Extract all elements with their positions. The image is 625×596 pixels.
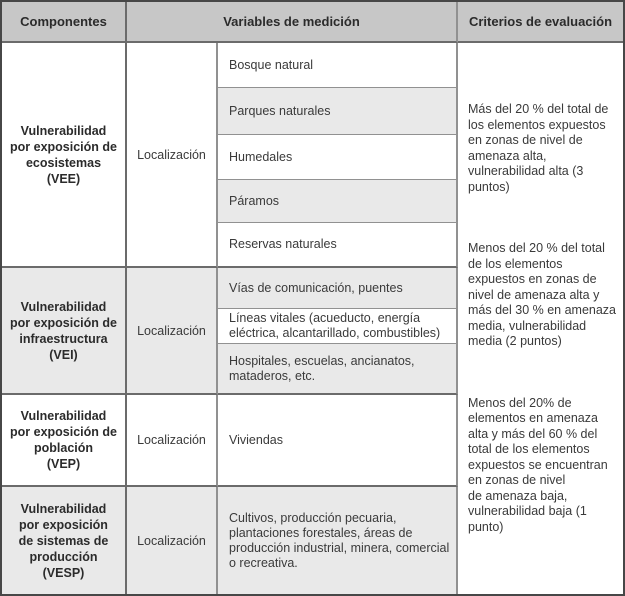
header-cell-variables-de-medicion: Variables de medición: [127, 2, 458, 43]
variable-item-bosque-natural: Bosque natural: [218, 43, 458, 88]
variable-item-lineas-vitales: Líneas vitales (acueducto, energía eléct…: [218, 309, 458, 344]
variable-item-viviendas: Viviendas: [218, 395, 458, 487]
component-cell-vesp: Vulnerabilidad por exposición de sistema…: [2, 487, 127, 594]
localizacion-cell-vee: Localización: [127, 43, 218, 268]
variable-item-paramos: Páramos: [218, 180, 458, 223]
component-cell-vee: Vulnerabilidad por exposición de ecosist…: [2, 43, 127, 268]
header-cell-criterios-de-evaluacion: Criterios de evaluación: [458, 2, 623, 43]
criteria-paragraph-medium: Menos del 20 % del total de los elemento…: [468, 241, 617, 348]
criteria-cell: Más del 20 % del total de los elementos …: [458, 43, 623, 594]
variable-item-reservas-naturales: Reservas naturales: [218, 223, 458, 268]
localizacion-cell-vesp: Localización: [127, 487, 218, 594]
criteria-paragraph-low: Menos del 20% de elementos en amenaza al…: [468, 395, 608, 534]
localizacion-cell-vep: Localización: [127, 395, 218, 487]
variable-item-humedales: Humedales: [218, 135, 458, 180]
variable-item-hospitales-escuelas: Hospitales, escuelas, ancianatos, matade…: [218, 344, 458, 395]
variable-item-parques-naturales: Parques naturales: [218, 88, 458, 135]
criteria-paragraph-high: Más del 20 % del total de los elementos …: [468, 102, 609, 194]
component-cell-vep: Vulnerabilidad por exposición de poblaci…: [2, 395, 127, 487]
component-cell-vei: Vulnerabilidad por exposición de infraes…: [2, 268, 127, 395]
variable-item-vias-de-comunicacion: Vías de comunicación, puentes: [218, 268, 458, 309]
variable-item-cultivos-produccion: Cultivos, producción pecuaria, plantacio…: [218, 487, 458, 594]
header-cell-componentes: Componentes: [2, 2, 127, 43]
localizacion-cell-vei: Localización: [127, 268, 218, 395]
